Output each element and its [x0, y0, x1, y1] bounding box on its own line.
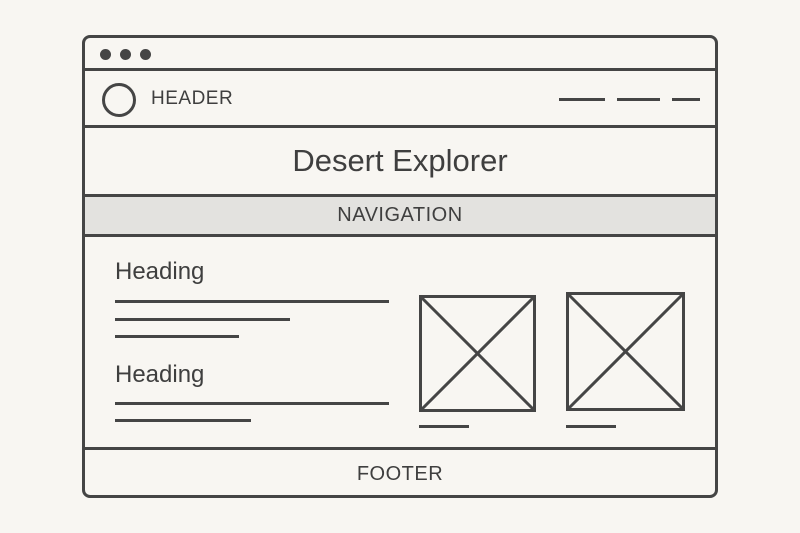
footer-label: FOOTER — [356, 463, 444, 485]
page-title: Desert Explorer — [292, 143, 508, 178]
image-placeholder-icon — [566, 292, 685, 411]
content-heading: Heading — [115, 361, 205, 388]
navigation-bar: NAVIGATION — [85, 197, 715, 237]
title-section: Desert Explorer — [85, 128, 715, 197]
dash-menu-icon — [672, 98, 700, 101]
window-dot-icon — [100, 49, 111, 60]
header-label: HEADER — [151, 88, 234, 109]
navigation-label: NAVIGATION — [337, 204, 463, 226]
text-line — [115, 335, 239, 338]
dash-menu-icon — [559, 98, 605, 101]
content-heading: Heading — [115, 258, 205, 285]
image-caption-line — [566, 425, 616, 428]
window-titlebar — [85, 38, 715, 71]
dash-menu-icon — [617, 98, 660, 101]
text-line — [115, 402, 389, 405]
window-dot-icon — [120, 49, 131, 60]
image-caption-line — [419, 425, 469, 428]
content-section: Heading Heading — [85, 237, 715, 447]
header-section: HEADER — [85, 71, 715, 128]
wireframe-window: HEADER Desert Explorer NAVIGATION Headin… — [82, 35, 718, 498]
window-dot-icon — [140, 49, 151, 60]
circle-logo-icon — [102, 83, 136, 117]
text-line — [115, 300, 389, 303]
footer-section: FOOTER — [85, 447, 715, 495]
text-line — [115, 419, 251, 422]
text-line — [115, 318, 290, 321]
image-placeholder-icon — [419, 295, 536, 412]
